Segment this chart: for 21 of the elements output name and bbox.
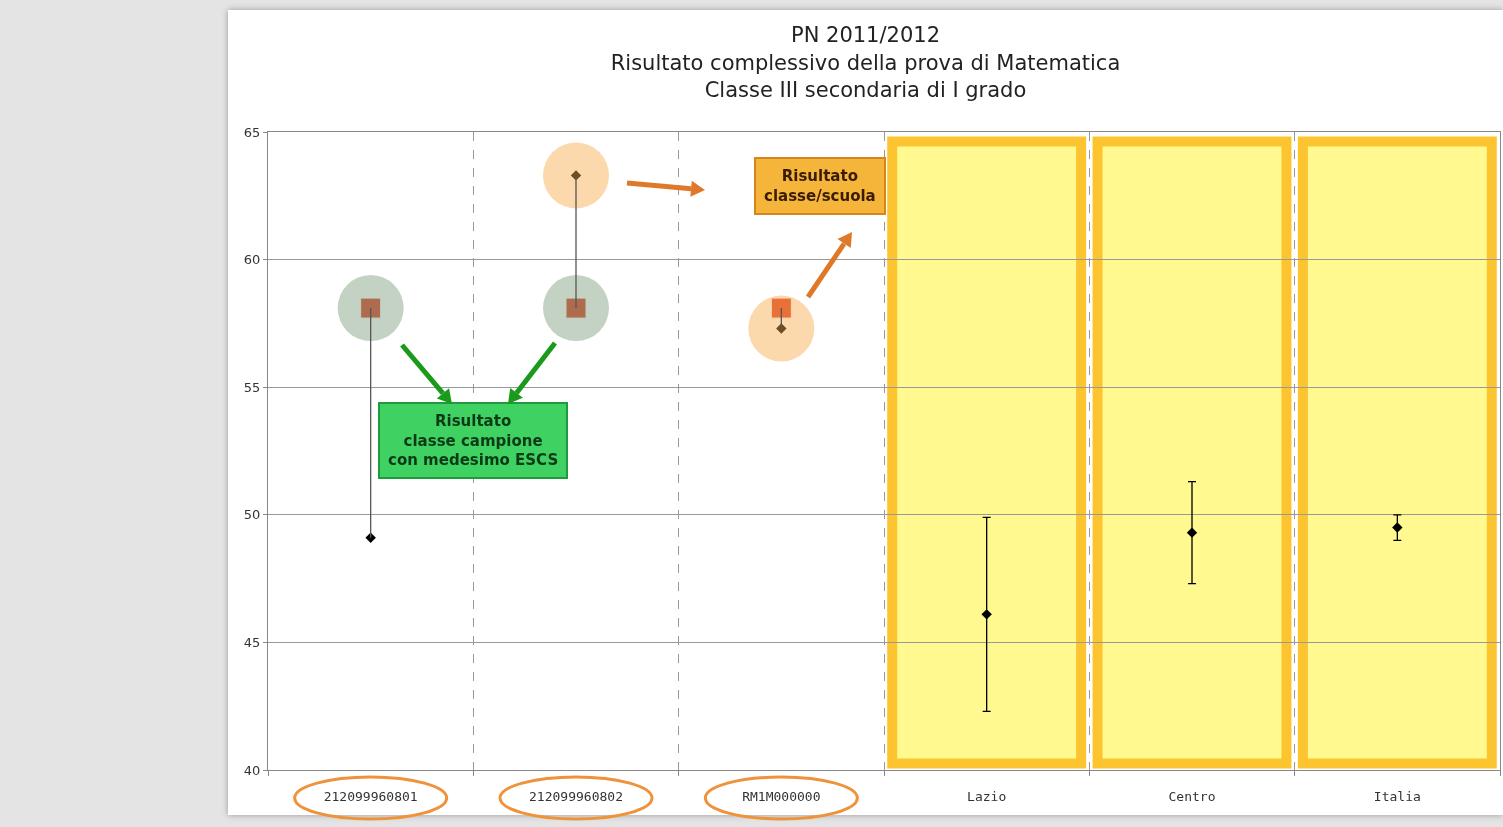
y-tick-label: 50 bbox=[243, 507, 261, 523]
x-tick-label: Italia bbox=[1373, 788, 1421, 804]
chart-title: PN 2011/2012 bbox=[790, 23, 941, 48]
point bbox=[981, 609, 992, 620]
chart-subtitle: Risultato complessivo della prova di Matematica Classe III secondaria di I grado bbox=[610, 50, 1121, 102]
y-tick-label: 60 bbox=[243, 252, 261, 268]
x-tick-label: Centro bbox=[1168, 788, 1216, 804]
point bbox=[365, 532, 376, 543]
annotation: Risultato classe/scuola bbox=[764, 167, 876, 205]
y-tick-label: 40 bbox=[243, 762, 261, 778]
x-tick-label: 212099960802 bbox=[529, 788, 623, 804]
x-tick-label: 212099960801 bbox=[323, 788, 418, 804]
point bbox=[1392, 522, 1403, 533]
x-tick-label: RM1M000000 bbox=[742, 788, 821, 804]
point bbox=[770, 297, 792, 319]
y-tick-label: 65 bbox=[243, 124, 261, 140]
point bbox=[1186, 527, 1198, 538]
y-tick-label: 45 bbox=[243, 634, 261, 650]
annotation: Risultato classe campione con medesimo ESCS bbox=[388, 412, 559, 469]
y-tick-label: 55 bbox=[243, 379, 261, 395]
x-tick-label: Lazio bbox=[967, 788, 1007, 804]
